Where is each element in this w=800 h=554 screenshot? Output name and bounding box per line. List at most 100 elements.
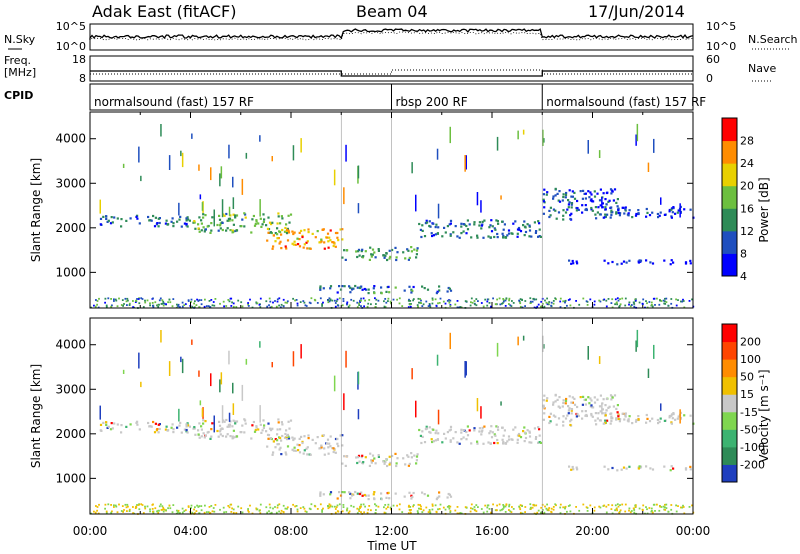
velocity-echo-cell: [186, 422, 189, 425]
velocity-echo-cell: [198, 505, 201, 507]
velocity-echo-cell: [428, 509, 431, 511]
power-echo-cell: [590, 208, 593, 211]
velocity-echo-cell: [605, 511, 608, 514]
power-echo-cell: [276, 222, 279, 225]
colorbar-segment: [722, 341, 737, 360]
velocity-echo-cell: [672, 412, 675, 415]
colorbar-tick-label: 24: [740, 157, 754, 170]
velocity-echo-cell: [184, 509, 187, 511]
velocity-echo-cell: [388, 455, 391, 458]
power-echo-cell: [302, 300, 305, 302]
velocity-echo-cell: [367, 498, 370, 501]
power-echo-cell: [221, 221, 224, 224]
velocity-echo-cell: [281, 423, 284, 426]
velocity-echo-cell: [333, 375, 336, 392]
power-echo-cell: [329, 229, 332, 232]
velocity-echo-cell: [419, 434, 422, 437]
velocity-echo-cell: [469, 510, 472, 513]
velocity-echo-cell: [426, 494, 430, 497]
velocity-echo-cell: [428, 430, 431, 434]
power-echo-cell: [646, 302, 648, 305]
power-echo-cell: [645, 215, 648, 218]
velocity-echo-cell: [593, 506, 596, 509]
power-echo-cell: [247, 305, 250, 307]
velocity-echo-cell: [458, 442, 461, 445]
power-echo-cell: [524, 300, 527, 302]
power-echo-cell: [260, 225, 263, 228]
power-echo-cell: [558, 190, 561, 193]
velocity-echo-cell: [565, 397, 568, 401]
power-echo-cell: [234, 216, 237, 219]
power-echo-cell: [562, 300, 565, 303]
power-echo-cell: [327, 299, 330, 302]
velocity-echo-cell: [96, 509, 98, 512]
velocity-echo-cell: [449, 440, 452, 443]
velocity-echo-cell: [296, 443, 299, 446]
power-echo-cell: [493, 235, 496, 239]
power-echo-cell: [502, 236, 505, 239]
velocity-echo-cell: [204, 434, 207, 437]
power-echo-cell: [356, 301, 359, 304]
velocity-echo-cell: [218, 420, 221, 423]
power-echo-cell: [342, 300, 345, 302]
velocity-echo-cell: [674, 418, 677, 421]
velocity-echo-cell: [624, 412, 627, 415]
velocity-echo-cell: [105, 512, 108, 514]
velocity-echo-cell: [231, 425, 234, 428]
power-echo-cell: [279, 240, 282, 243]
velocity-echo-cell: [362, 503, 365, 506]
power-echo-cell: [370, 253, 373, 256]
power-echo-cell: [261, 223, 264, 226]
power-echo-cell: [105, 304, 108, 307]
power-echo-cell: [285, 232, 289, 235]
velocity-echo-cell: [346, 507, 349, 510]
velocity-echo-cell: [183, 510, 186, 512]
power-echo-cell: [213, 209, 215, 227]
power-echo-cell: [465, 300, 468, 303]
velocity-echo-cell: [470, 507, 472, 510]
velocity-echo-cell: [548, 421, 551, 425]
velocity-echo-cell: [552, 508, 555, 511]
velocity-echo-cell: [178, 424, 181, 427]
velocity-echo-cell: [280, 439, 283, 442]
velocity-echo-cell: [662, 505, 665, 508]
power-echo-cell: [274, 240, 277, 243]
power-echo-cell: [421, 224, 424, 227]
power-echo-cell: [466, 219, 469, 222]
power-echo-cell: [651, 262, 655, 265]
velocity-echo-cell: [437, 508, 439, 511]
power-echo-cell: [349, 286, 352, 289]
velocity-echo-cell: [164, 428, 167, 431]
velocity-echo-cell: [136, 504, 138, 506]
power-echo-cell: [265, 224, 268, 227]
velocity-echo-cell: [384, 512, 387, 514]
power-echo-cell: [665, 301, 668, 303]
power-echo-cell: [634, 214, 638, 217]
power-echo-cell: [593, 190, 596, 193]
velocity-echo-cell: [195, 510, 198, 512]
power-echo-cell: [144, 299, 146, 302]
velocity-echo-cell: [357, 371, 360, 385]
velocity-echo-cell: [254, 428, 257, 432]
power-echo-cell: [501, 232, 504, 235]
velocity-echo-cell: [610, 419, 613, 423]
velocity-echo-cell: [374, 503, 376, 506]
power-echo-cell: [298, 231, 301, 234]
power-echo-cell: [380, 286, 383, 289]
velocity-echo-cell: [276, 443, 279, 446]
power-echo-cell: [321, 228, 324, 231]
power-echo-cell: [552, 208, 555, 211]
power-echo-cell: [541, 303, 544, 305]
velocity-echo-cell: [546, 503, 548, 506]
cpid-mode-label: normalsound (fast) 157 RF: [546, 95, 706, 109]
velocity-echo-cell: [126, 510, 128, 512]
velocity-echo-cell: [165, 425, 168, 428]
velocity-echo-cell: [558, 396, 561, 399]
velocity-echo-cell: [614, 509, 616, 512]
power-echo-cell: [243, 212, 246, 215]
power-echo-cell: [360, 297, 362, 300]
power-echo-cell: [158, 303, 160, 306]
velocity-echo-cell: [198, 370, 200, 377]
velocity-echo-cell: [210, 435, 213, 438]
velocity-echo-cell: [531, 506, 534, 509]
